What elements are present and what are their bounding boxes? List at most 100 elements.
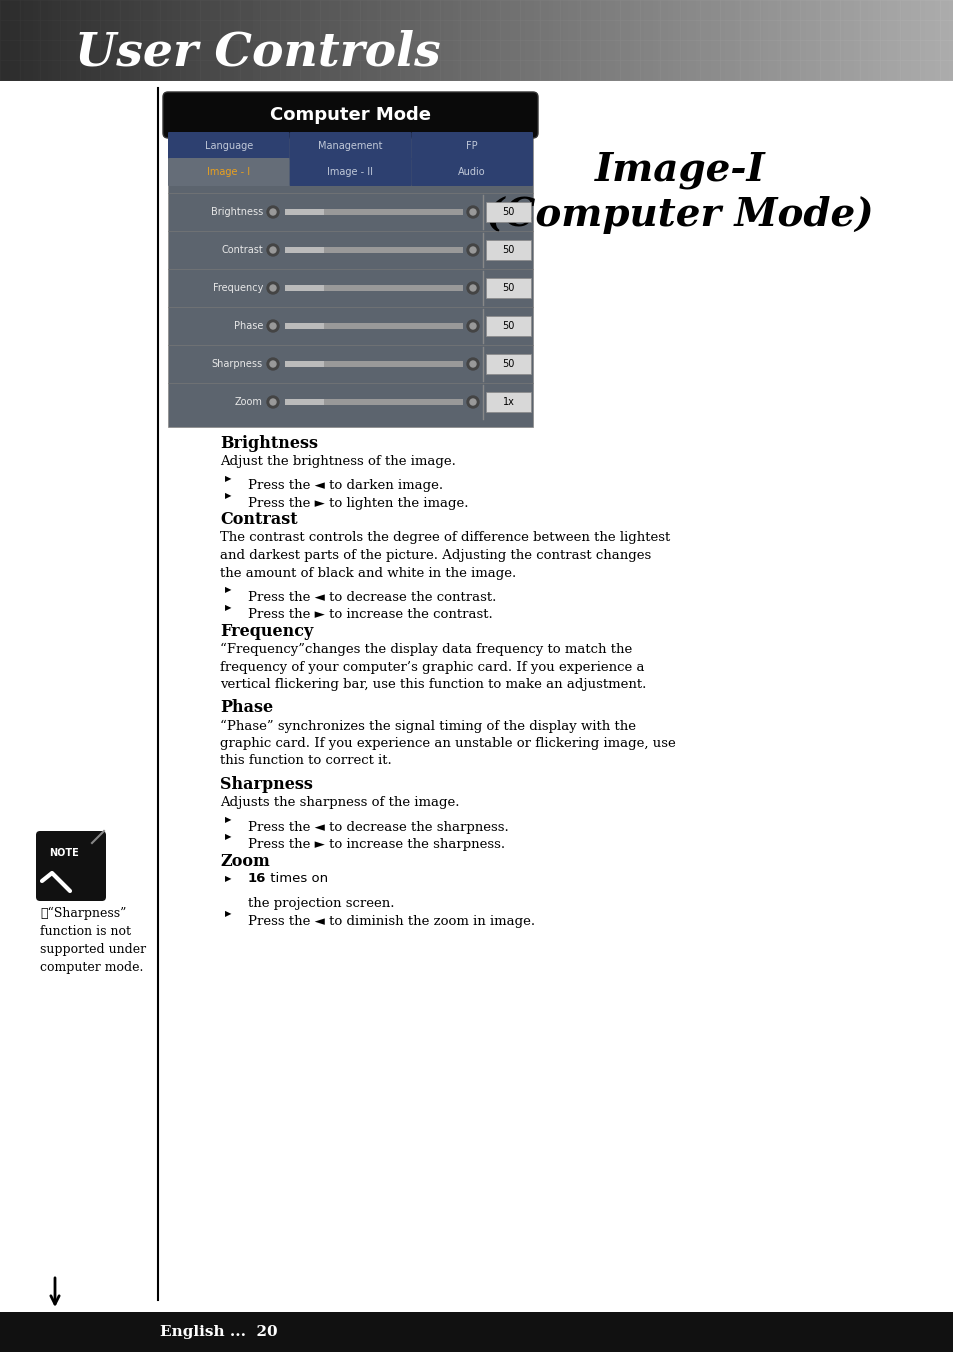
Bar (285, 323, 462, 329)
Text: the projection screen.: the projection screen. (248, 896, 395, 910)
Bar (0, 81, 953, 82)
Text: Sharpness: Sharpness (212, 360, 263, 369)
Circle shape (270, 361, 275, 366)
Text: and darkest parts of the picture. Adjusting the contrast changes: and darkest parts of the picture. Adjust… (220, 549, 651, 562)
Text: The contrast controls the degree of difference between the lightest: The contrast controls the degree of diff… (220, 531, 670, 545)
Text: Frequency: Frequency (220, 623, 313, 639)
Bar (485, 354, 531, 375)
Circle shape (270, 323, 275, 329)
Circle shape (467, 358, 478, 370)
Text: Brightness: Brightness (220, 435, 317, 452)
Circle shape (467, 283, 478, 293)
Text: Sharpness: Sharpness (220, 776, 313, 794)
Text: Zoom: Zoom (220, 853, 270, 869)
Text: ▶: ▶ (225, 492, 231, 500)
Bar (285, 210, 462, 215)
Text: Contrast: Contrast (220, 511, 297, 529)
Text: Computer Mode: Computer Mode (270, 105, 431, 124)
Text: 50: 50 (502, 207, 515, 218)
FancyBboxPatch shape (290, 132, 411, 160)
Text: ▶: ▶ (225, 873, 231, 883)
Text: User Controls: User Controls (75, 28, 440, 74)
Bar (485, 392, 531, 412)
Text: ▶: ▶ (225, 603, 231, 612)
Text: Image - II: Image - II (327, 168, 374, 177)
Bar (285, 247, 324, 253)
Bar (168, 132, 533, 427)
Text: Language: Language (205, 141, 253, 151)
Text: English ...  20: English ... 20 (160, 1325, 277, 1338)
Text: ▶: ▶ (225, 909, 231, 918)
Circle shape (470, 323, 476, 329)
Text: Press the ◄ to darken image.: Press the ◄ to darken image. (248, 480, 442, 492)
Bar (0, 0, 953, 82)
Bar (485, 316, 531, 337)
Text: Adjust the brightness of the image.: Adjust the brightness of the image. (220, 456, 456, 468)
Text: 50: 50 (502, 283, 515, 293)
FancyBboxPatch shape (36, 831, 106, 900)
Text: frequency of your computer’s graphic card. If you experience a: frequency of your computer’s graphic car… (220, 661, 644, 673)
Circle shape (467, 320, 478, 333)
Text: ▶: ▶ (225, 833, 231, 841)
Text: NOTE: NOTE (49, 848, 78, 859)
Text: times on: times on (266, 872, 328, 886)
Circle shape (470, 210, 476, 215)
Bar (485, 241, 531, 260)
Circle shape (270, 247, 275, 253)
Text: Phase: Phase (220, 699, 273, 717)
Circle shape (267, 206, 278, 218)
Text: “Phase” synchronizes the signal timing of the display with the: “Phase” synchronizes the signal timing o… (220, 719, 636, 733)
Circle shape (470, 247, 476, 253)
Bar (285, 285, 462, 291)
Text: Image - I: Image - I (207, 168, 250, 177)
Text: Image-I: Image-I (594, 151, 764, 189)
Bar (285, 210, 324, 215)
Text: computer mode.: computer mode. (40, 961, 143, 973)
Text: this function to correct it.: this function to correct it. (220, 754, 392, 768)
Circle shape (267, 320, 278, 333)
Text: FP: FP (466, 141, 477, 151)
Circle shape (270, 399, 275, 406)
Circle shape (267, 243, 278, 256)
Text: Press the ► to increase the contrast.: Press the ► to increase the contrast. (248, 608, 493, 622)
Text: Press the ► to increase the sharpness.: Press the ► to increase the sharpness. (248, 838, 504, 850)
Text: Press the ◄ to diminish the zoom in image.: Press the ◄ to diminish the zoom in imag… (248, 914, 535, 927)
FancyBboxPatch shape (411, 158, 533, 187)
Text: graphic card. If you experience an unstable or flickering image, use: graphic card. If you experience an unsta… (220, 737, 675, 750)
Bar (285, 361, 324, 366)
Text: (Computer Mode): (Computer Mode) (486, 196, 873, 234)
Circle shape (270, 210, 275, 215)
Text: 50: 50 (502, 320, 515, 331)
Text: Press the ► to lighten the image.: Press the ► to lighten the image. (248, 498, 468, 510)
Text: “Frequency”changes the display data frequency to match the: “Frequency”changes the display data freq… (220, 644, 632, 656)
Text: ❖“Sharpness”: ❖“Sharpness” (40, 907, 126, 921)
Circle shape (467, 206, 478, 218)
Bar (485, 279, 531, 297)
Text: Audio: Audio (457, 168, 485, 177)
Text: Management: Management (318, 141, 382, 151)
Bar (285, 285, 324, 291)
Circle shape (267, 396, 278, 408)
Circle shape (267, 358, 278, 370)
Text: Frequency: Frequency (213, 283, 263, 293)
Text: the amount of black and white in the image.: the amount of black and white in the ima… (220, 566, 516, 580)
Bar (285, 399, 324, 406)
Text: 16: 16 (248, 872, 266, 886)
Text: function is not: function is not (40, 925, 131, 938)
Text: Press the ◄ to decrease the contrast.: Press the ◄ to decrease the contrast. (248, 591, 496, 604)
FancyBboxPatch shape (163, 92, 537, 138)
Circle shape (467, 396, 478, 408)
Text: ▶: ▶ (225, 815, 231, 823)
Text: supported under: supported under (40, 942, 146, 956)
Circle shape (470, 285, 476, 291)
Text: Press the ◄ to decrease the sharpness.: Press the ◄ to decrease the sharpness. (248, 821, 508, 833)
Bar (0, 1311, 953, 1352)
Bar (285, 399, 462, 406)
Bar (285, 247, 462, 253)
Circle shape (467, 243, 478, 256)
Bar (285, 323, 324, 329)
FancyBboxPatch shape (168, 158, 290, 187)
FancyBboxPatch shape (168, 132, 290, 160)
FancyBboxPatch shape (290, 158, 411, 187)
Text: ▶: ▶ (225, 585, 231, 595)
